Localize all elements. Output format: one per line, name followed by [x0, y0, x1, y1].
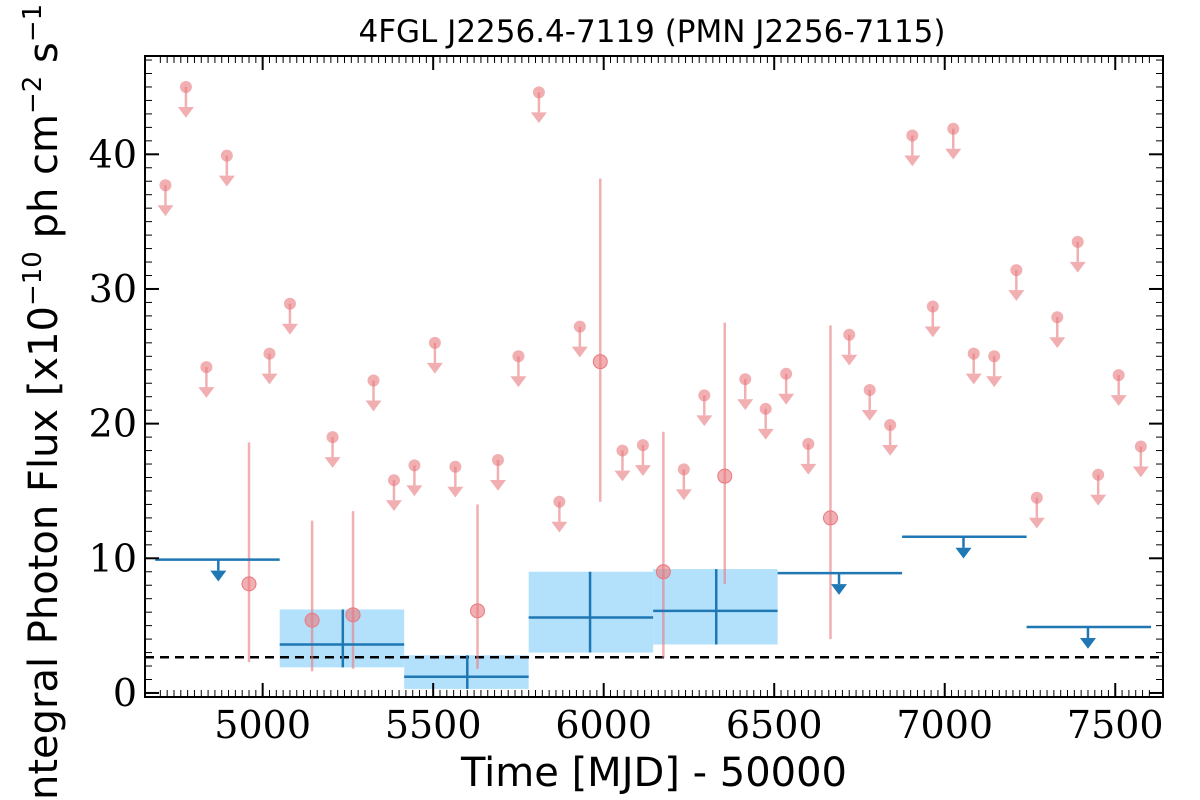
x-tick-label: 5500 — [385, 703, 482, 747]
y-axis-label: Integral Photon Flux [x10−10 ph cm−2 s−1… — [18, 0, 67, 800]
short-bin-upper-limit-arrow — [737, 399, 754, 410]
short-bin-point — [822, 510, 838, 526]
short-bin-point — [470, 603, 486, 619]
short-bin-point — [345, 607, 361, 623]
short-bin-series — [157, 80, 1149, 672]
short-bin-point — [241, 576, 257, 592]
x-tick-label: 5000 — [214, 703, 311, 747]
short-bin-upper-limit-arrow — [489, 479, 506, 491]
y-axis-label-cm-exponent: −2 — [18, 76, 48, 114]
y-tick-label: 20 — [89, 402, 137, 446]
short-bin-upper-limit-arrow — [965, 373, 982, 385]
short-bin-upper-limit-arrow — [281, 323, 298, 335]
y-axis-label-exponent: −10 — [18, 251, 48, 306]
short-bin-upper-limit-arrow — [365, 400, 382, 412]
chart-title: 4FGL J2256.4-7119 (PMN J2256-7115) — [358, 14, 945, 50]
short-bin-upper-limit-arrow — [510, 376, 527, 388]
short-bin-upper-limit-arrow — [324, 457, 341, 468]
short-bin-upper-limit-arrow — [406, 485, 423, 497]
axis-ticks — [145, 56, 1163, 697]
long-bin-upper-limit-arrow — [955, 547, 972, 559]
y-axis-label-close: ] — [21, 0, 67, 4]
short-bin-point — [304, 612, 320, 628]
tick-labels: 5000 5500 6000 6500 7000 7500 0 10 20 30 40 — [89, 132, 1164, 747]
short-bin-upper-limit-arrow — [551, 521, 568, 533]
short-bin-point — [592, 354, 608, 370]
short-bin-upper-limit-arrow — [177, 106, 194, 118]
y-axis-label-s-exponent: −1 — [18, 4, 48, 42]
short-bin-upper-limit-arrow — [1110, 395, 1127, 406]
short-bin-upper-limit-arrow — [945, 148, 962, 160]
y-axis-label-main: Integral Photon Flux [x10 — [21, 306, 67, 800]
short-bin-upper-limit-arrow — [385, 500, 402, 511]
y-axis-label-seconds: s — [21, 42, 67, 76]
y-tick-label: 30 — [89, 267, 137, 311]
short-bin-upper-limit-arrow — [1028, 517, 1045, 529]
short-bin-upper-limit-arrow — [1069, 261, 1086, 273]
long-bin-upper-limit-arrow — [831, 584, 848, 595]
long-bin-series — [155, 535, 1152, 689]
short-bin-upper-limit-arrow — [218, 175, 235, 187]
short-bin-upper-limit-arrow — [530, 112, 547, 124]
short-bin-upper-limit-arrow — [1008, 290, 1025, 301]
short-bin-upper-limit-arrow — [261, 373, 278, 385]
short-bin-upper-limit-arrow — [1090, 494, 1107, 506]
short-bin-upper-limit-arrow — [426, 362, 443, 374]
long-bin-upper-limit-arrow — [1079, 637, 1096, 649]
long-bin-uncertainty-bands — [279, 569, 778, 689]
short-bin-upper-limit-arrow — [800, 463, 817, 475]
plot-frame — [144, 55, 1164, 698]
short-bin-upper-limit-arrow — [634, 465, 651, 476]
x-tick-label: 7500 — [1067, 703, 1164, 747]
short-bin-upper-limit-arrow — [157, 205, 174, 217]
x-axis-label: Time [MJD] - 50000 — [460, 750, 847, 796]
short-bin-upper-limit-arrow — [861, 409, 878, 421]
x-tick-label: 6500 — [726, 703, 823, 747]
short-bin-upper-limit-arrow — [447, 486, 464, 498]
short-bin-upper-limit-arrow — [778, 393, 795, 405]
y-tick-label: 40 — [89, 132, 137, 176]
y-axis-label-units: ph cm — [21, 114, 67, 251]
short-bin-upper-limit-arrow — [571, 346, 588, 358]
short-bin-upper-limit-arrow — [757, 428, 774, 440]
y-tick-label: 10 — [89, 536, 137, 580]
x-tick-label: 6000 — [555, 703, 652, 747]
short-bin-upper-limit-arrow — [882, 444, 899, 456]
short-bin-upper-limit-arrow — [1132, 466, 1149, 478]
y-tick-label: 0 — [113, 671, 137, 715]
short-bin-upper-limit-arrow — [675, 489, 692, 501]
short-bin-upper-limit-arrow — [198, 387, 215, 398]
x-tick-label: 7000 — [896, 703, 993, 747]
short-bin-upper-limit-arrow — [1049, 337, 1066, 349]
short-bin-upper-limit-arrow — [924, 326, 941, 338]
short-bin-upper-limit-arrow — [986, 376, 1003, 388]
long-bin-upper-limit-arrow — [210, 570, 227, 582]
short-bin-upper-limit-arrow — [614, 470, 631, 482]
short-bin-upper-limit-arrow — [696, 415, 713, 427]
short-bin-point — [655, 564, 671, 580]
short-bin-point — [717, 468, 733, 484]
short-bin-upper-limit-arrow — [904, 155, 921, 167]
short-bin-upper-limit-arrow — [841, 354, 858, 366]
